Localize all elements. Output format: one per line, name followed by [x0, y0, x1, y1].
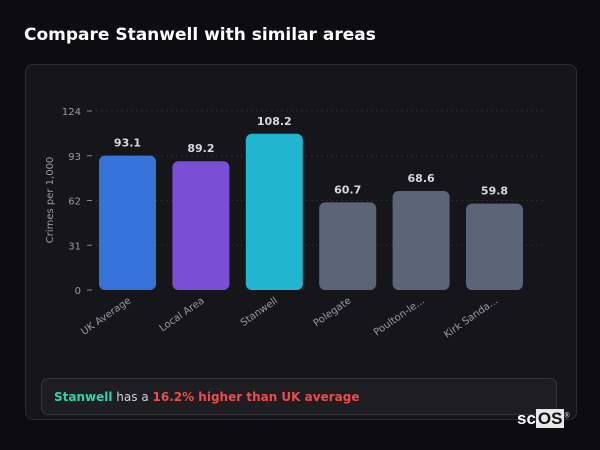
- bar-1: [172, 161, 230, 290]
- y-tick-label: 31: [68, 241, 81, 252]
- x-tick-label: Local Area: [158, 295, 207, 334]
- bar-4: [392, 190, 450, 290]
- x-tick-label: Polegate: [312, 295, 354, 329]
- page-title: Compare Stanwell with similar areas: [24, 25, 376, 45]
- y-tick-label: 124: [62, 107, 81, 118]
- data-label: 93.1: [114, 137, 141, 150]
- data-label: 68.6: [408, 172, 435, 185]
- summary-text: has a: [112, 390, 153, 404]
- x-tick-label: Kirk Sanda...: [442, 295, 500, 340]
- data-label: 108.2: [257, 115, 292, 128]
- x-tick-label: Stanwell: [239, 295, 280, 328]
- bar-5: [466, 203, 523, 290]
- x-tick-label: Poulton-le...: [372, 295, 427, 338]
- summary-banner: Stanwell has a 16.2% higher than UK aver…: [41, 378, 557, 415]
- area-name: Stanwell: [54, 390, 113, 404]
- x-tick-label: UK Average: [79, 295, 133, 337]
- bar-2: [245, 133, 303, 290]
- y-tick-label: 93: [68, 152, 81, 163]
- data-label: 60.7: [334, 183, 361, 196]
- y-tick-label: 0: [75, 286, 81, 297]
- bar-3: [319, 202, 377, 290]
- data-label: 59.8: [481, 185, 508, 198]
- scos-logo: sc OS ®: [517, 409, 570, 428]
- bar-0: [99, 155, 156, 290]
- data-label: 89.2: [187, 142, 214, 155]
- y-axis-label: Crimes per 1,000: [45, 157, 56, 244]
- comparison-text: 16.2% higher than UK average: [152, 390, 360, 404]
- y-tick-label: 62: [68, 197, 81, 208]
